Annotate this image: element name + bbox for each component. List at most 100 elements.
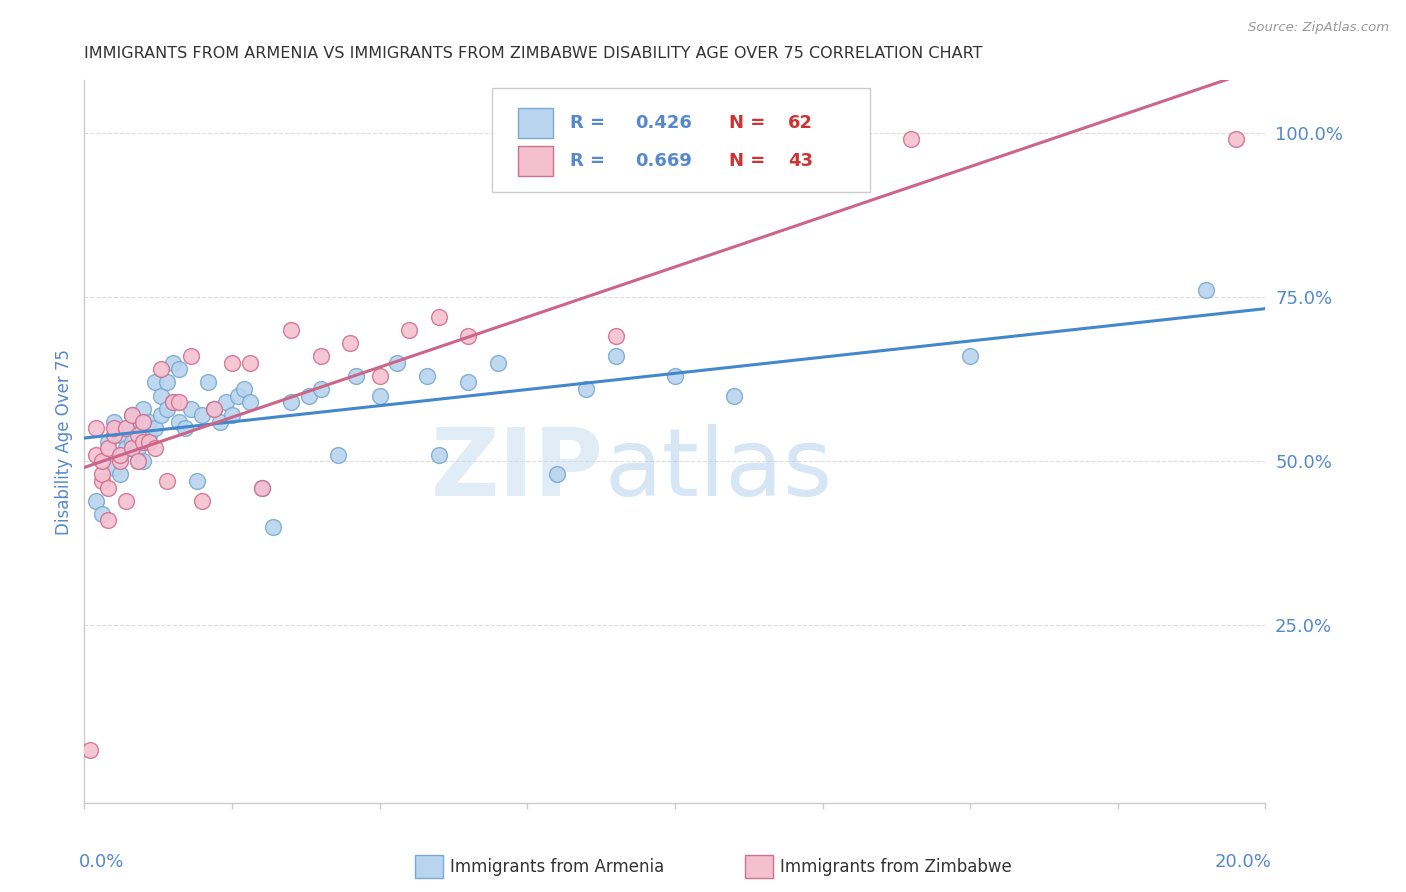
- Point: [250, 481, 273, 495]
- Point: [132, 454, 155, 468]
- Point: [387, 356, 409, 370]
- Point: [91, 507, 114, 521]
- Point: [103, 421, 125, 435]
- Point: [262, 520, 284, 534]
- Text: 0.669: 0.669: [634, 153, 692, 170]
- Point: [180, 349, 202, 363]
- Point: [427, 310, 450, 324]
- Point: [114, 421, 136, 435]
- Point: [1195, 284, 1218, 298]
- Point: [121, 441, 143, 455]
- Point: [150, 388, 173, 402]
- Point: [132, 415, 155, 429]
- Point: [309, 382, 332, 396]
- Point: [138, 415, 160, 429]
- Point: [156, 474, 179, 488]
- Point: [143, 421, 166, 435]
- Point: [114, 493, 136, 508]
- Point: [127, 441, 149, 455]
- Point: [368, 368, 391, 383]
- Point: [344, 368, 367, 383]
- Text: 0.0%: 0.0%: [79, 854, 124, 871]
- Point: [97, 434, 120, 449]
- Text: 43: 43: [789, 153, 813, 170]
- Point: [202, 401, 225, 416]
- Point: [127, 454, 149, 468]
- Point: [84, 421, 107, 435]
- Point: [127, 454, 149, 468]
- Point: [250, 481, 273, 495]
- Text: N =: N =: [730, 153, 772, 170]
- Point: [339, 336, 361, 351]
- Text: IMMIGRANTS FROM ARMENIA VS IMMIGRANTS FROM ZIMBABWE DISABILITY AGE OVER 75 CORRE: IMMIGRANTS FROM ARMENIA VS IMMIGRANTS FR…: [84, 46, 983, 61]
- Point: [226, 388, 249, 402]
- Point: [138, 434, 160, 449]
- FancyBboxPatch shape: [517, 146, 553, 177]
- Point: [298, 388, 321, 402]
- Text: Immigrants from Zimbabwe: Immigrants from Zimbabwe: [780, 858, 1012, 876]
- Point: [91, 467, 114, 482]
- Point: [103, 415, 125, 429]
- Point: [114, 441, 136, 455]
- Point: [457, 376, 479, 390]
- Point: [221, 409, 243, 423]
- Point: [97, 441, 120, 455]
- Point: [186, 474, 208, 488]
- Point: [108, 454, 131, 468]
- FancyBboxPatch shape: [517, 108, 553, 138]
- Point: [156, 376, 179, 390]
- Text: Immigrants from Armenia: Immigrants from Armenia: [450, 858, 664, 876]
- Point: [162, 356, 184, 370]
- Point: [103, 460, 125, 475]
- Point: [239, 395, 262, 409]
- Point: [191, 493, 214, 508]
- Point: [97, 513, 120, 527]
- Point: [309, 349, 332, 363]
- Point: [103, 428, 125, 442]
- Point: [91, 454, 114, 468]
- Point: [209, 415, 232, 429]
- Text: R =: R =: [569, 153, 612, 170]
- Point: [664, 368, 686, 383]
- Point: [108, 448, 131, 462]
- Point: [328, 448, 350, 462]
- Point: [221, 356, 243, 370]
- Point: [167, 395, 190, 409]
- Point: [398, 323, 420, 337]
- Text: N =: N =: [730, 114, 772, 132]
- Point: [150, 409, 173, 423]
- Point: [132, 434, 155, 449]
- Point: [167, 362, 190, 376]
- Point: [202, 401, 225, 416]
- Point: [280, 323, 302, 337]
- Point: [239, 356, 262, 370]
- Point: [156, 401, 179, 416]
- Text: 20.0%: 20.0%: [1215, 854, 1271, 871]
- Point: [143, 376, 166, 390]
- FancyBboxPatch shape: [492, 87, 870, 193]
- Point: [427, 448, 450, 462]
- Point: [191, 409, 214, 423]
- Point: [162, 395, 184, 409]
- Point: [173, 421, 195, 435]
- Point: [575, 382, 598, 396]
- Point: [108, 448, 131, 462]
- Text: atlas: atlas: [605, 425, 832, 516]
- Text: 0.426: 0.426: [634, 114, 692, 132]
- Point: [457, 329, 479, 343]
- Point: [138, 428, 160, 442]
- Text: 62: 62: [789, 114, 813, 132]
- Point: [127, 428, 149, 442]
- Point: [121, 441, 143, 455]
- Point: [180, 401, 202, 416]
- Point: [546, 467, 568, 482]
- Y-axis label: Disability Age Over 75: Disability Age Over 75: [55, 349, 73, 534]
- Point: [900, 132, 922, 146]
- Point: [1225, 132, 1247, 146]
- Point: [121, 409, 143, 423]
- Point: [132, 401, 155, 416]
- Point: [605, 349, 627, 363]
- Point: [215, 395, 238, 409]
- Text: R =: R =: [569, 114, 612, 132]
- Point: [84, 493, 107, 508]
